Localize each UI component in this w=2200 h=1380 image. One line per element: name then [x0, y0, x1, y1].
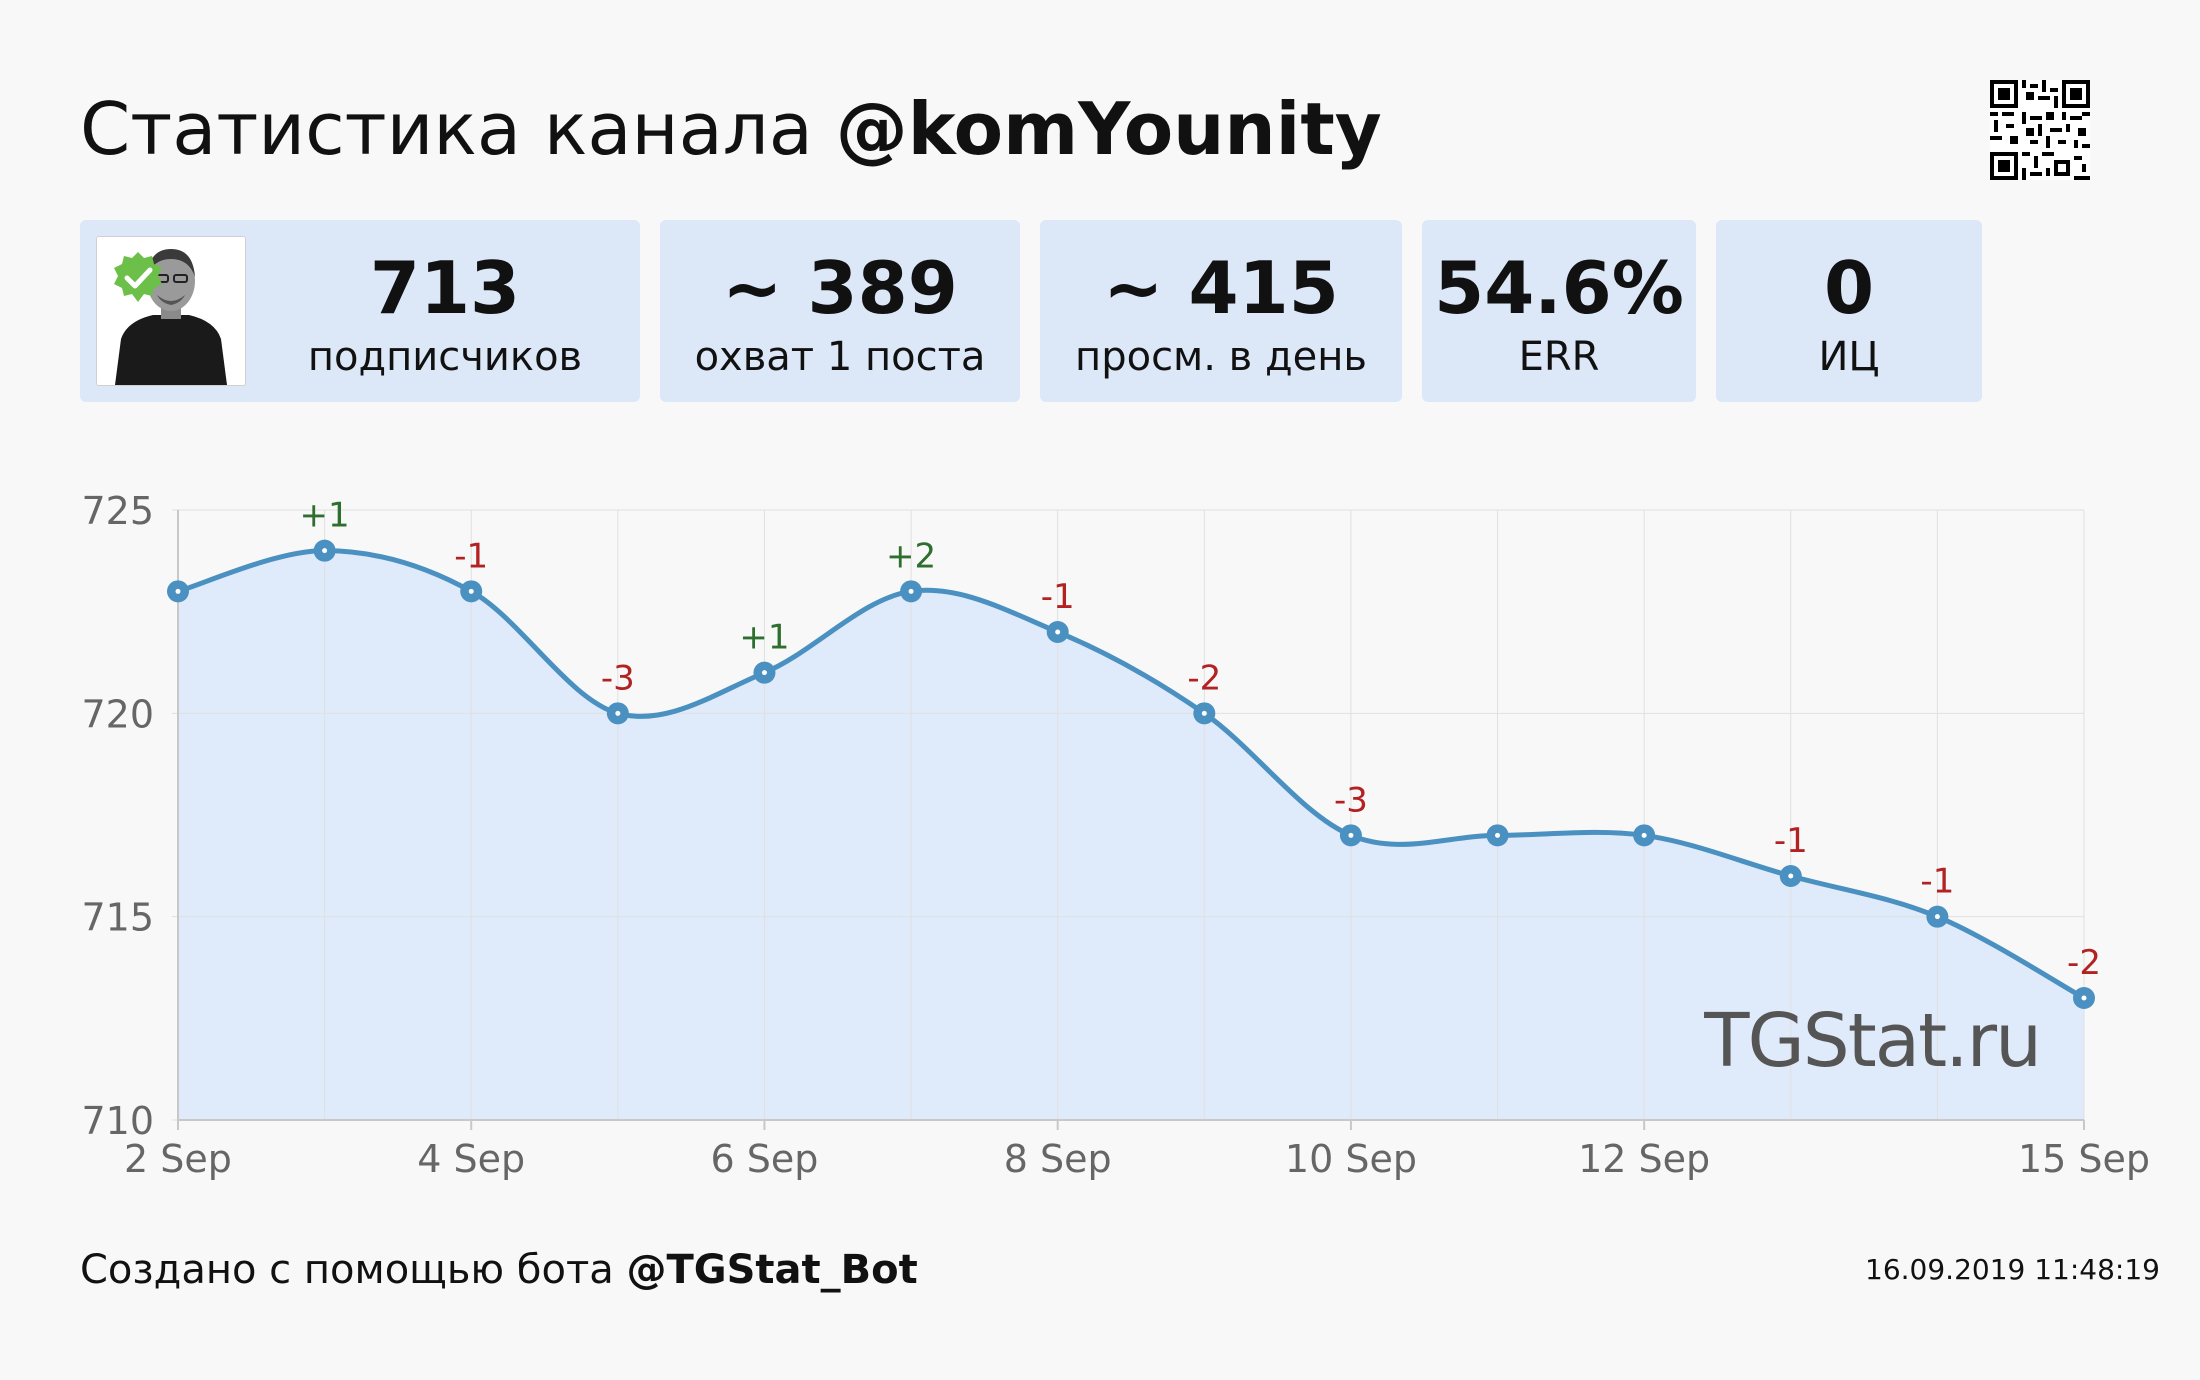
subscribers-chart: 710 715 720 725 2 Sep 4 Sep 6 Sep 8 Sep 10 Sep 12… — [81, 489, 2150, 1181]
footer-prefix: Создано с помощью бота — [80, 1247, 614, 1293]
x-tick-label: 15 Sep — [2018, 1137, 2150, 1181]
channel-name: @komYounity — [835, 87, 1382, 171]
data-label: -1 — [1774, 821, 1808, 861]
data-label: -2 — [2067, 943, 2101, 983]
data-point-center — [1055, 629, 1061, 635]
timestamp: 16.09.2019 11:48:19 — [1865, 1253, 2160, 1286]
x-tick-label: 6 Sep — [711, 1137, 819, 1181]
y-tick-label: 720 — [81, 692, 154, 736]
x-tick-label: 10 Sep — [1285, 1137, 1417, 1181]
x-tick-label: 2 Sep — [124, 1137, 232, 1181]
data-point-center — [908, 588, 914, 594]
reach-label: охват 1 поста — [694, 334, 986, 380]
watermark-tgstat: TGStat.ru — [1703, 998, 2040, 1084]
stat-card-daily-views: ~ 415 просм. в день — [1040, 220, 1402, 402]
data-point-center — [322, 548, 328, 554]
y-tick-label: 710 — [81, 1099, 154, 1143]
y-tick-label: 715 — [81, 896, 154, 940]
data-label: -2 — [1187, 658, 1221, 698]
reach-value: ~ 389 — [722, 246, 958, 330]
footer-bot-link[interactable]: @TGStat_Bot — [626, 1247, 918, 1293]
x-tick-label: 4 Sep — [417, 1137, 525, 1181]
data-point-center — [761, 670, 767, 676]
subscribers-value: 713 — [369, 246, 521, 330]
data-point-center — [2081, 995, 2087, 1001]
footer-credit: Создано с помощью бота @TGStat_Bot — [80, 1240, 918, 1300]
title-prefix: Статистика канала — [80, 87, 813, 171]
data-point-center — [1495, 832, 1501, 838]
chart-area-fill — [178, 550, 2084, 1120]
data-label: -3 — [601, 658, 635, 698]
err-value: 54.6% — [1434, 246, 1684, 330]
data-point-center — [1641, 832, 1647, 838]
daily-views-label: просм. в день — [1075, 334, 1367, 380]
avatar — [96, 236, 246, 386]
data-label: -1 — [1041, 577, 1075, 617]
series-line — [177, 548, 2086, 1001]
data-point-center — [1788, 873, 1794, 879]
data-point-center — [1348, 832, 1354, 838]
data-point-center — [615, 710, 621, 716]
x-tick-label: 12 Sep — [1578, 1137, 1710, 1181]
err-label: ERR — [1518, 334, 1600, 380]
data-point-center — [1201, 710, 1207, 716]
ic-value: 0 — [1823, 246, 1875, 330]
stat-card-err: 54.6% ERR — [1422, 220, 1696, 402]
data-point-center — [1934, 914, 1940, 920]
stat-card-ic: 0 ИЦ — [1716, 220, 1982, 402]
x-tick-label: 8 Sep — [1004, 1137, 1112, 1181]
qr-code — [1990, 80, 2090, 180]
stat-card-subscribers: 713 подписчиков — [80, 220, 640, 402]
subscribers-label: подписчиков — [307, 334, 583, 380]
ic-label: ИЦ — [1818, 334, 1880, 380]
y-tick-label: 725 — [81, 489, 154, 533]
data-label: +1 — [739, 618, 789, 658]
data-point-center — [468, 588, 474, 594]
stat-card-reach: ~ 389 охват 1 поста — [660, 220, 1020, 402]
data-label: -3 — [1334, 780, 1368, 820]
page-title: Статистика канала @komYounity — [80, 84, 1382, 174]
data-label: -1 — [1920, 862, 1954, 902]
data-point-center — [175, 588, 181, 594]
data-label: +1 — [300, 496, 350, 536]
data-label: -1 — [454, 536, 488, 576]
daily-views-value: ~ 415 — [1103, 246, 1339, 330]
data-label: +2 — [886, 536, 936, 576]
verified-badge-icon — [114, 252, 162, 302]
